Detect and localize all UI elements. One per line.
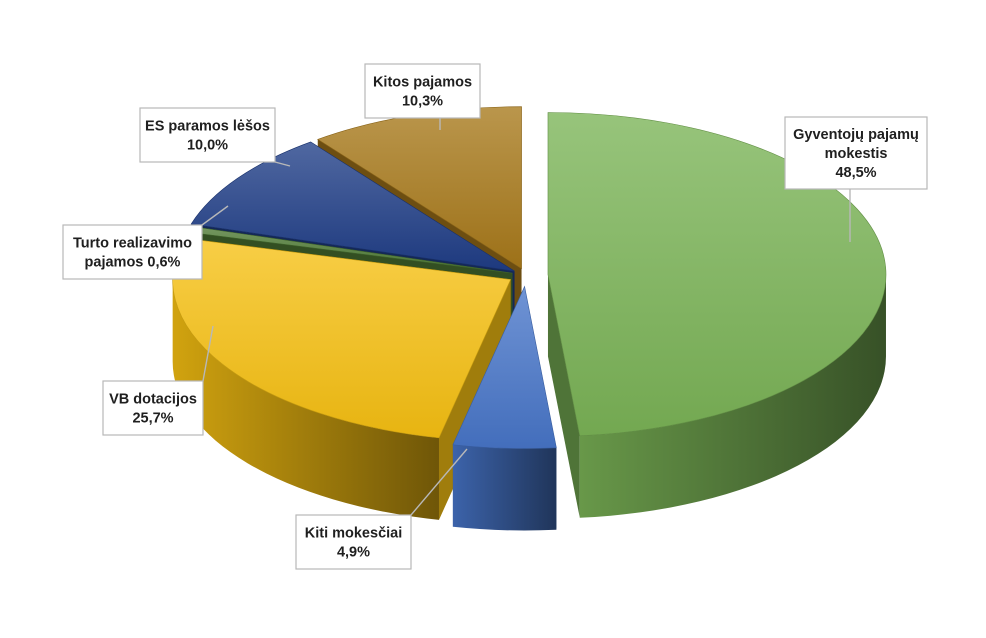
callout-box	[295, 514, 412, 570]
slice-side-gyventoj-pajam-mokestis	[579, 274, 886, 518]
data-label-text: Kiti mokesčiai	[305, 526, 403, 542]
data-label-text: Kitos pajamos	[373, 75, 472, 91]
callout-vb-dotacijos: VB dotacijos 25,7%	[102, 325, 214, 436]
callout-kitos-pajamos: Kitos pajamos 10,3%	[364, 63, 481, 130]
slice-side-gyventoj-pajam-mokestis-wall	[547, 274, 580, 518]
callout-leader-line	[202, 325, 214, 382]
callout-leader-line	[274, 161, 291, 167]
slice-tops	[172, 106, 887, 449]
slice-side-vb-dotacijos	[172, 279, 439, 520]
callout-leader-line	[201, 205, 229, 226]
callout-gyventoj-pajam-mokestis: Gyventojų pajamų mokestis 48,5%	[784, 116, 928, 242]
callout-box	[102, 380, 204, 436]
callout-box	[62, 224, 203, 280]
data-label-value: 25,7%	[132, 411, 173, 427]
data-label-text: Turto realizavimo	[73, 236, 192, 252]
slice-gyventoj-pajam-mokestis[interactable]	[547, 112, 887, 437]
slice-kiti-mokes-iai[interactable]	[452, 285, 557, 449]
data-label-text: ES paramos lėšos	[145, 119, 270, 135]
data-label-value: 48,5%	[835, 165, 876, 181]
data-label-value: 10,3%	[402, 94, 443, 110]
data-label-value: 4,9%	[337, 545, 370, 561]
callout-box	[364, 63, 481, 119]
data-label-value: 10,0%	[187, 138, 228, 154]
slice-es-paramos-l-os[interactable]	[190, 141, 515, 272]
data-label-text: mokestis	[825, 146, 888, 162]
slice-side-kiti-mokes-iai	[452, 444, 557, 531]
callout-turto-realizavimo-pajamos: Turto realizavimo pajamos 0,6%	[62, 205, 229, 280]
callout-box	[139, 107, 276, 163]
callout-leader-line	[410, 448, 468, 516]
data-label-text: VB dotacijos	[109, 392, 197, 408]
callout-es-paramos-l-os: ES paramos lėšos 10,0%	[139, 107, 291, 167]
callout-box	[784, 116, 928, 190]
data-label-value: pajamos 0,6%	[85, 255, 181, 271]
slice-labels: Gyventojų pajamų mokestis 48,5% Kiti mokesč…	[62, 63, 928, 570]
data-label-text: Gyventojų pajamų	[793, 127, 919, 143]
callout-kiti-mokes-iai: Kiti mokesčiai 4,9%	[295, 448, 468, 570]
